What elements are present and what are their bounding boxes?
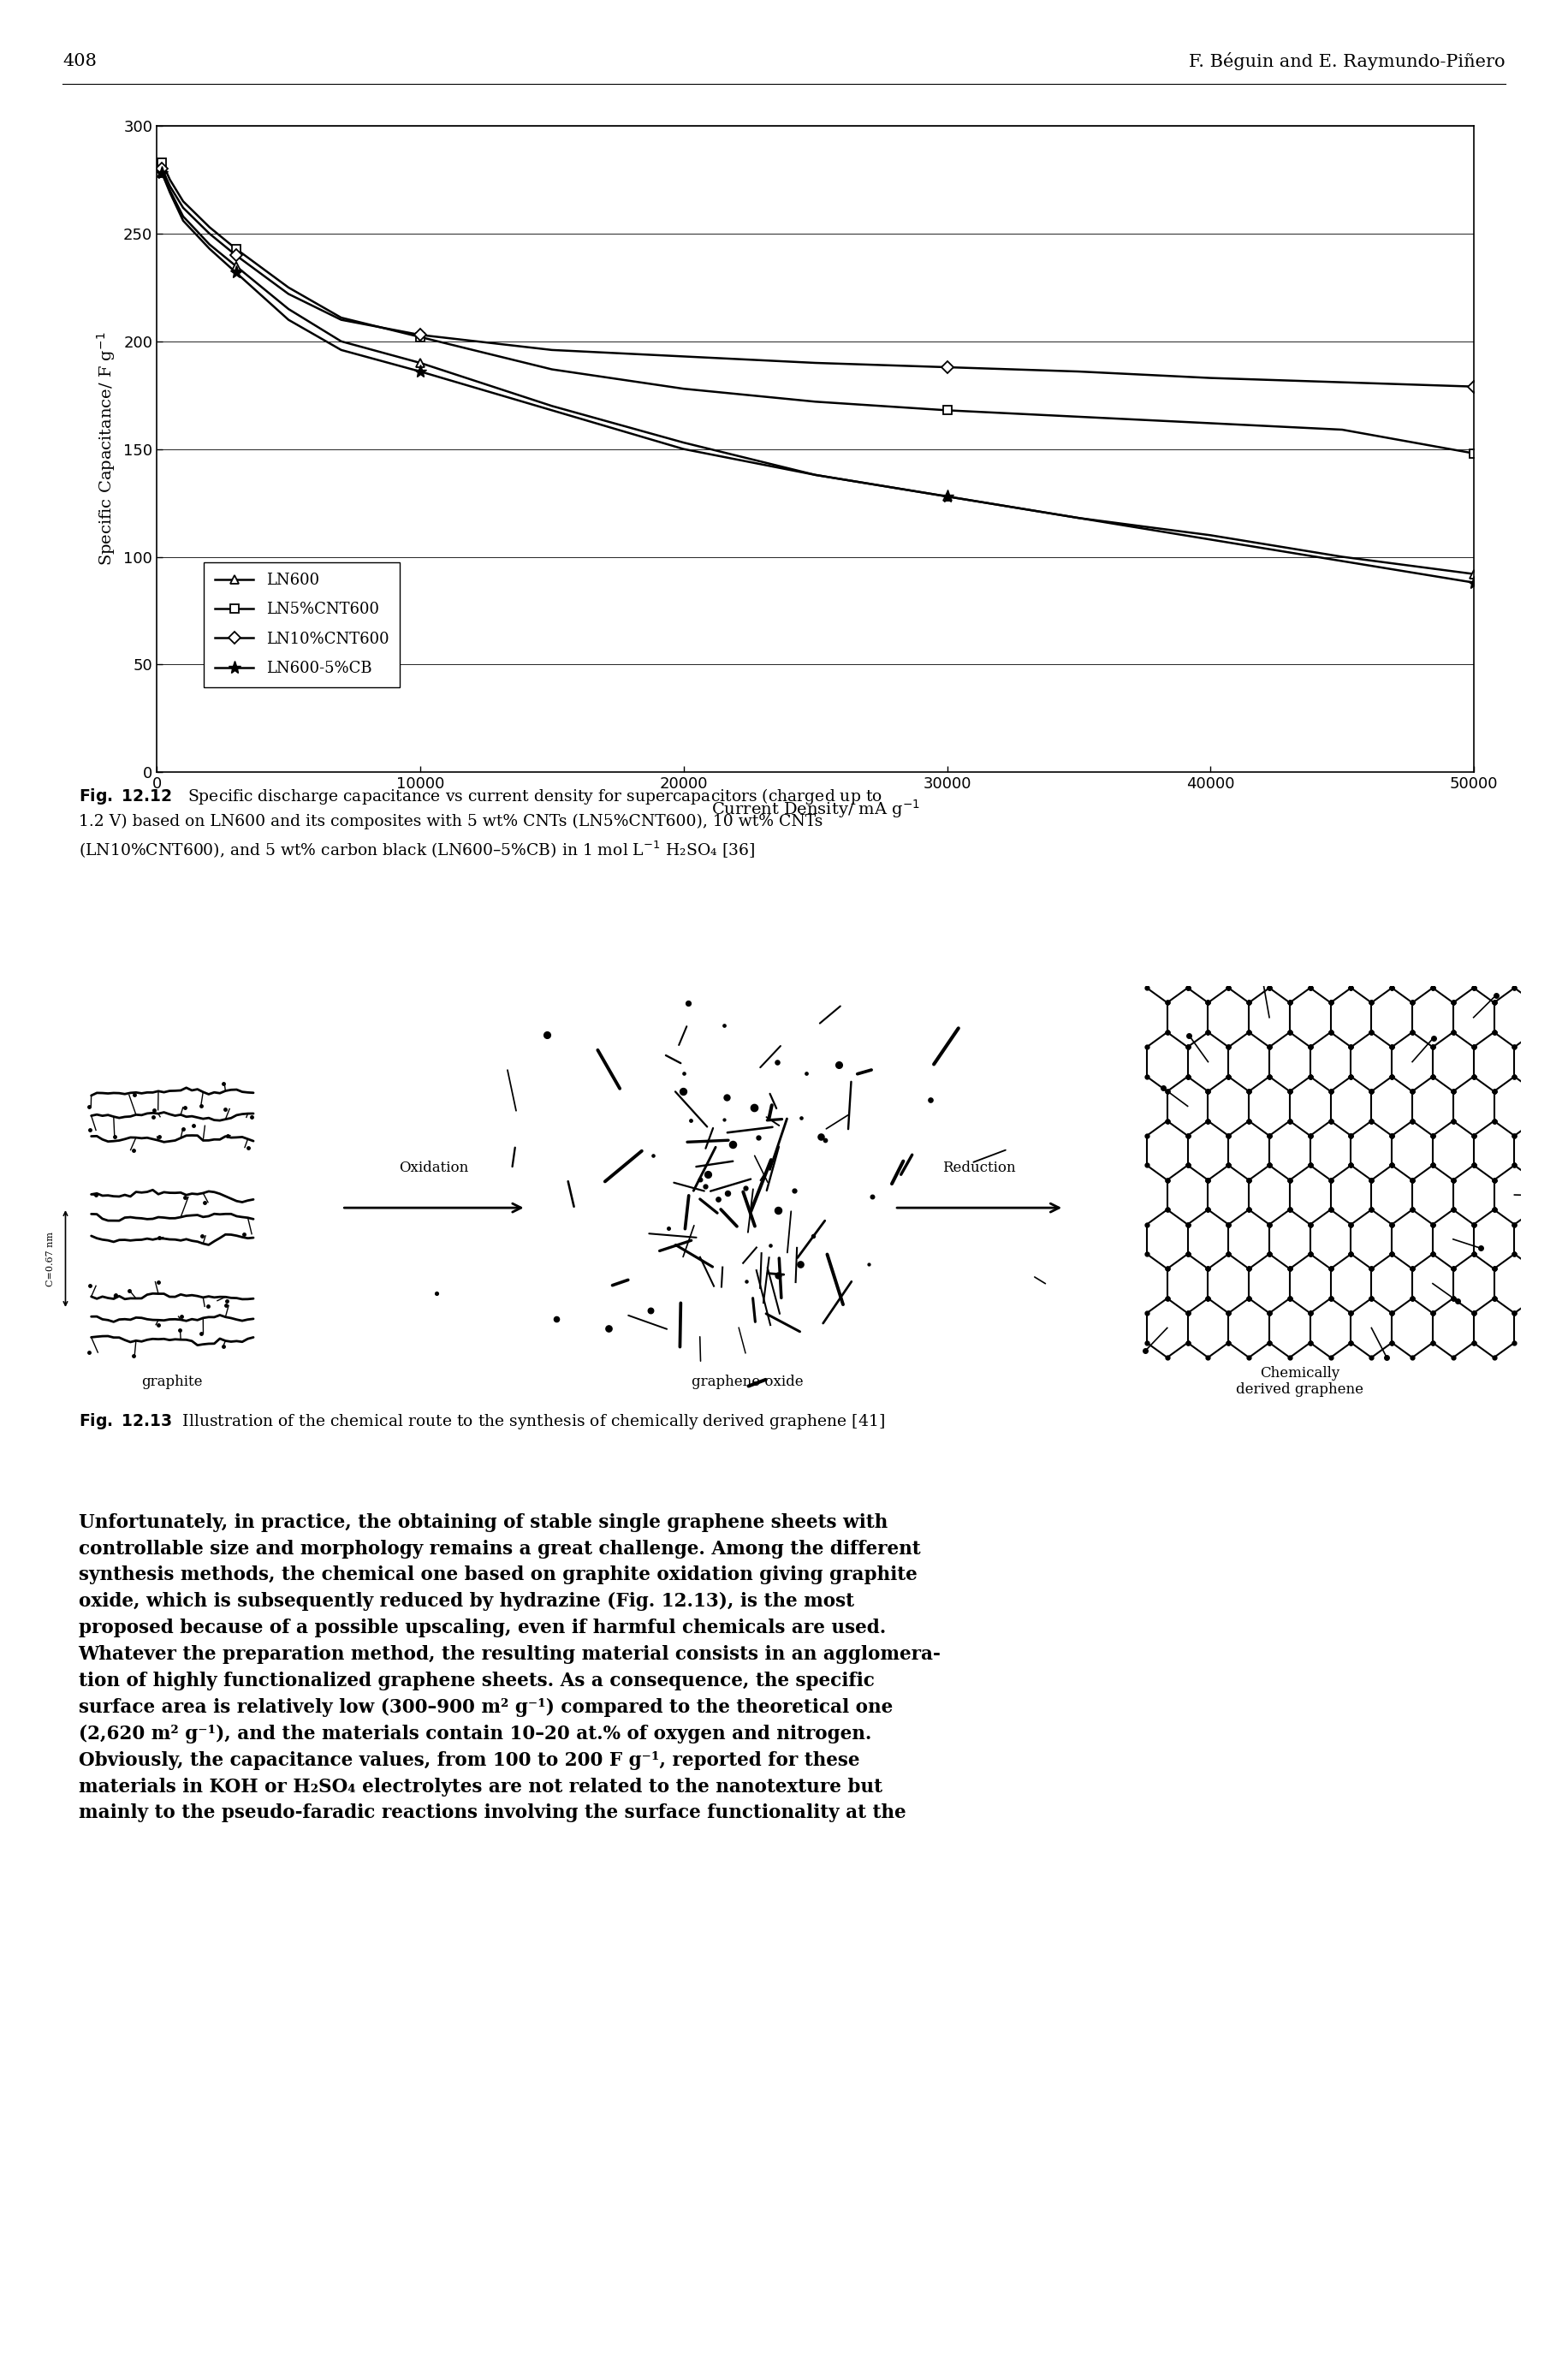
LN5%CNT600 [279,273,298,302]
LN5%CNT600 [1201,409,1220,437]
Line: LN5%CNT600: LN5%CNT600 [158,159,1479,459]
LN600-5%CB [411,356,430,385]
LN10%CNT600 [1069,356,1088,385]
LN5%CNT600 [938,397,956,425]
Text: $\bf{Fig.\ 12.13}$  Illustration of the chemical route to the synthesis of chemi: $\bf{Fig.\ 12.13}$ Illustration of the c… [78,1411,884,1430]
LN600-5%CB [152,159,171,188]
LN600 [1069,504,1088,532]
LN600 [279,295,298,323]
Legend: LN600, LN5%CNT600, LN10%CNT600, LN600-5%CB: LN600, LN5%CNT600, LN10%CNT600, LN600-5%… [204,563,400,687]
LN10%CNT600 [152,154,171,183]
LN600 [543,392,561,421]
LN600-5%CB [1333,546,1352,575]
Text: Unfortunately, in practice, the obtaining of stable single graphene sheets with
: Unfortunately, in practice, the obtainin… [78,1514,941,1822]
LN600 [226,252,245,280]
LN5%CNT600 [332,304,351,333]
LN600-5%CB [1465,568,1483,596]
Line: LN600: LN600 [158,169,1479,577]
LN10%CNT600 [543,335,561,364]
LN600-5%CB [160,178,179,207]
LN600 [938,482,956,511]
LN600 [152,159,171,188]
Line: LN600-5%CB: LN600-5%CB [155,166,1480,589]
Text: Reduction: Reduction [942,1162,1016,1176]
LN600-5%CB [938,482,956,511]
LN5%CNT600 [174,188,193,216]
LN600 [174,202,193,230]
LN10%CNT600 [806,349,825,378]
LN10%CNT600 [938,354,956,383]
LN5%CNT600 [674,375,693,404]
LN600-5%CB [332,335,351,364]
LN10%CNT600 [674,342,693,371]
LN600 [160,176,179,204]
LN10%CNT600 [332,307,351,335]
Text: C=0.67 nm: C=0.67 nm [47,1231,55,1285]
LN10%CNT600 [160,171,179,200]
Text: graphene oxide: graphene oxide [691,1373,803,1390]
Text: Oxidation: Oxidation [400,1162,469,1176]
LN5%CNT600 [806,387,825,416]
LN600 [1465,561,1483,589]
Text: graphite: graphite [141,1373,202,1390]
LN10%CNT600 [1333,368,1352,397]
LN600-5%CB [201,235,220,264]
LN10%CNT600 [279,280,298,309]
LN10%CNT600 [1201,364,1220,392]
LN10%CNT600 [201,219,220,247]
LN600-5%CB [174,207,193,235]
LN600 [332,328,351,356]
LN600 [411,349,430,378]
Text: F. Béguin and E. Raymundo-Piñero: F. Béguin and E. Raymundo-Piñero [1189,52,1505,71]
LN10%CNT600 [226,240,245,268]
LN10%CNT600 [174,192,193,221]
LN600 [806,461,825,489]
LN5%CNT600 [411,323,430,352]
Text: $\bf{Fig.\ 12.12}$$\quad$Specific discharge capacitance vs current density for s: $\bf{Fig.\ 12.12}$$\quad$Specific discha… [78,786,881,860]
LN5%CNT600 [152,147,171,176]
X-axis label: Current Density/ mA g$^{-1}$: Current Density/ mA g$^{-1}$ [710,798,920,820]
LN600-5%CB [226,259,245,287]
LN600 [201,230,220,259]
LN5%CNT600 [226,235,245,264]
Y-axis label: Specific Capacitance/ F g$^{-1}$: Specific Capacitance/ F g$^{-1}$ [96,333,118,565]
LN600 [1333,542,1352,570]
LN5%CNT600 [1333,416,1352,444]
LN5%CNT600 [543,354,561,383]
Text: 408: 408 [63,52,97,69]
LN10%CNT600 [1465,373,1483,402]
LN600-5%CB [543,397,561,425]
LN600-5%CB [279,307,298,335]
Text: Chemically
derived graphene: Chemically derived graphene [1236,1366,1364,1397]
LN5%CNT600 [1069,402,1088,430]
Line: LN10%CNT600: LN10%CNT600 [158,164,1479,390]
LN600 [1201,520,1220,549]
LN600-5%CB [1201,525,1220,554]
LN5%CNT600 [160,166,179,195]
LN5%CNT600 [1465,440,1483,468]
LN10%CNT600 [411,321,430,349]
LN600-5%CB [1069,504,1088,532]
LN600-5%CB [806,461,825,489]
LN600 [674,428,693,456]
LN5%CNT600 [201,214,220,242]
LN600-5%CB [674,435,693,463]
